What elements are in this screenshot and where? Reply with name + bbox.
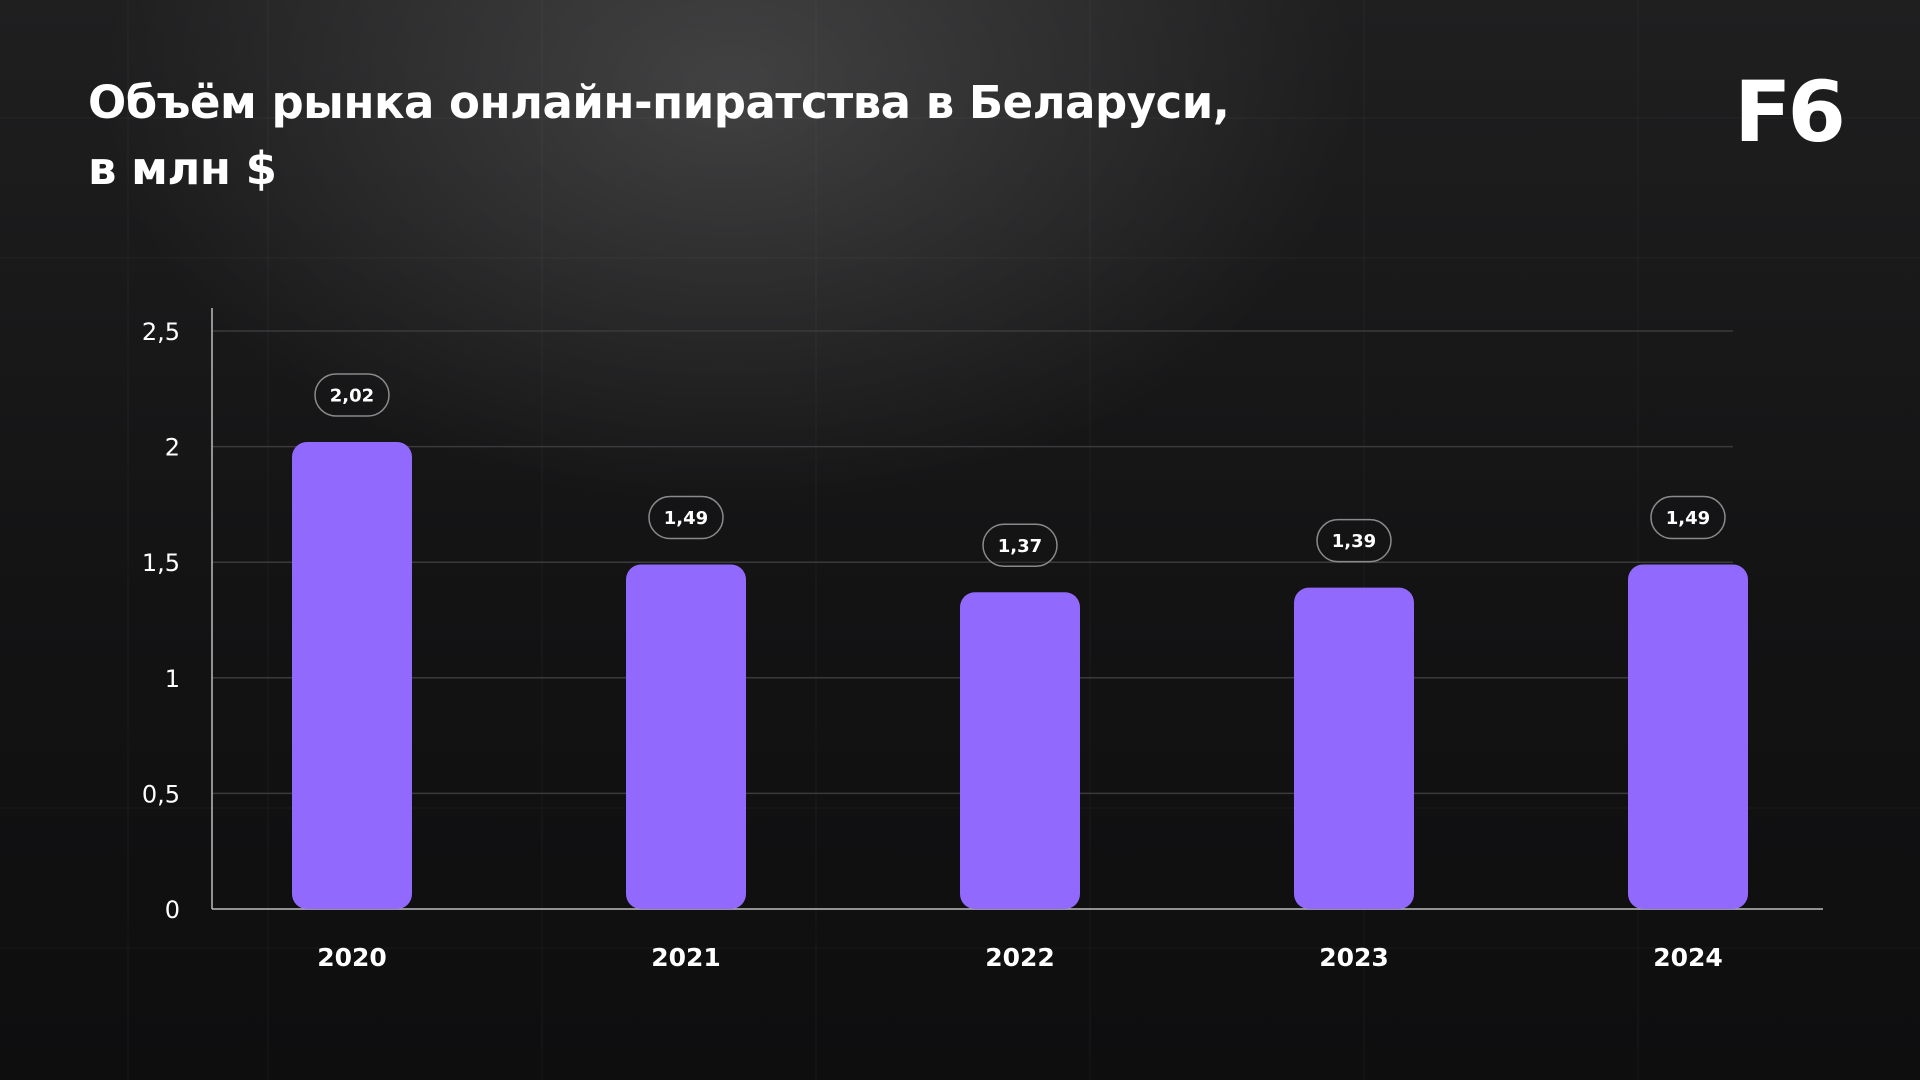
data-label: 1,49	[1666, 508, 1710, 529]
data-label-pill	[1650, 495, 1726, 540]
y-tick-label: 1	[165, 665, 180, 693]
x-tick-label: 2022	[985, 943, 1055, 972]
y-tick-label: 0	[165, 896, 180, 924]
y-tick-label: 0,5	[142, 780, 180, 808]
data-label-pill	[982, 523, 1058, 568]
data-label-pill	[1316, 518, 1392, 563]
bar-2023	[1294, 587, 1414, 909]
x-axis-ticks: 2020 2021 2022 2023 2024	[317, 943, 1723, 972]
x-tick-label: 2024	[1653, 943, 1723, 972]
x-tick-label: 2021	[651, 943, 721, 972]
data-label: 1,49	[664, 508, 708, 529]
y-tick-label: 2,5	[142, 318, 180, 346]
bar-2022	[960, 592, 1080, 909]
bar-2021	[626, 564, 746, 909]
data-label: 1,37	[998, 536, 1042, 557]
data-label-pill	[648, 495, 724, 540]
y-tick-label: 1,5	[142, 549, 180, 577]
chart-bars	[292, 441, 1748, 909]
bar-2020	[292, 441, 412, 909]
title-line-1: Объём рынка онлайн-пиратства в Беларуси,	[88, 76, 1230, 129]
page-title: Объём рынка онлайн-пиратства в Беларуси,…	[88, 70, 1230, 202]
brand-logo: F6	[1734, 63, 1846, 161]
data-label-pill	[314, 373, 390, 417]
y-axis-ticks: 0 0,5 1 1,5 2 2,5	[142, 318, 180, 924]
data-label: 1,39	[1332, 531, 1376, 552]
title-line-2: в млн $	[88, 142, 277, 195]
y-tick-label: 2	[165, 434, 180, 462]
bar-2024	[1628, 564, 1748, 909]
data-labels: 2,02 1,49 1,37 1,39 1,49	[314, 373, 1726, 568]
x-tick-label: 2023	[1319, 943, 1389, 972]
data-label: 2,02	[330, 385, 374, 406]
x-tick-label: 2020	[317, 943, 387, 972]
